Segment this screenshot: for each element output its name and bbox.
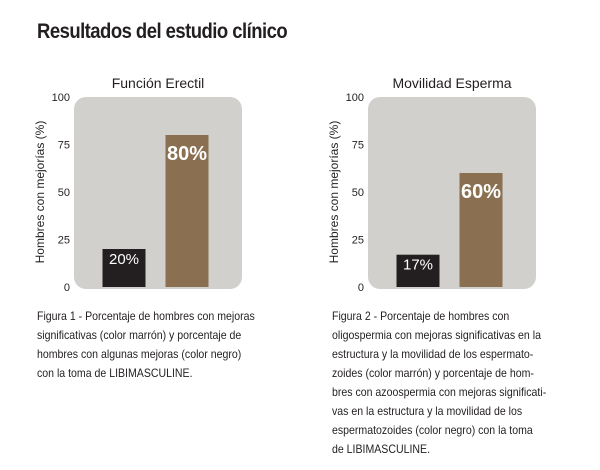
caption-figura-1: Figura 1 - Porcentaje de hombres con mej…	[37, 307, 255, 383]
y-tick-label: 0	[358, 282, 364, 294]
plot-background	[368, 97, 536, 289]
caption-line: estructura y la movilidad de los esperma…	[332, 347, 534, 361]
bar-1	[459, 173, 503, 287]
caption-line: con la toma de LIBIMASCULINE.	[37, 366, 193, 380]
plot-background	[74, 97, 242, 289]
chart-svg: Movilidad Esperma 0 25 50 75 100 Hombres con m…	[327, 75, 536, 294]
bar-value-label: 80%	[167, 143, 207, 165]
chart-title: Movilidad Esperma	[392, 75, 511, 91]
y-axis-label: Hombres con mejorías (%)	[327, 121, 341, 264]
caption-figura-2: Figura 2 - Porcentaje de hombres con olig…	[332, 307, 546, 459]
bar-0	[102, 249, 146, 287]
y-tick-label: 25	[352, 235, 364, 247]
chart-title: Función Erectil	[112, 75, 205, 91]
caption-line: zoides (color marrón) y porcentaje de ho…	[332, 366, 534, 380]
bar-value-label: 20%	[109, 251, 139, 268]
page-title: Resultados del estudio clínico	[37, 20, 288, 43]
y-tick-label: 75	[352, 140, 364, 152]
bar-0	[396, 254, 440, 287]
y-tick-label: 50	[352, 187, 364, 199]
y-tick-label: 75	[58, 140, 70, 152]
caption-line: significativas (color marrón) y porcenta…	[37, 328, 242, 342]
caption-line: espermatozoides (color negro) con la tom…	[332, 423, 533, 437]
bar-1	[165, 135, 209, 287]
caption-line: oligospermia con mejoras significativas …	[332, 328, 541, 342]
y-tick-label: 100	[52, 92, 70, 104]
caption-line: de LIBIMASCULINE.	[332, 442, 431, 456]
chart-svg: Función Erectil 0 25 50 75 100 Hombres con mej…	[33, 75, 242, 294]
caption-line: Figura 2 - Porcentaje de hombres con	[332, 309, 510, 323]
caption-line: vas en la estructura y la movilidad de l…	[332, 404, 523, 418]
bar-value-label: 60%	[461, 181, 501, 203]
y-tick-label: 25	[58, 235, 70, 247]
chart-movilidad-esperma: Movilidad Esperma 0 25 50 75 100 Hombres con m…	[324, 70, 554, 295]
caption-line: hombres con algunas mejoras (color negro…	[37, 347, 242, 361]
caption-line: bres con azoospermia con mejoras signifi…	[332, 385, 547, 399]
y-tick-label: 50	[58, 187, 70, 199]
y-axis-label: Hombres con mejorías (%)	[33, 121, 47, 264]
caption-line: Figura 1 - Porcentaje de hombres con mej…	[37, 309, 255, 323]
bar-value-label: 17%	[403, 257, 433, 274]
y-tick-label: 100	[346, 92, 364, 104]
chart-funcion-erectil: Función Erectil 0 25 50 75 100 Hombres con mej…	[30, 70, 260, 295]
y-tick-label: 0	[64, 282, 70, 294]
